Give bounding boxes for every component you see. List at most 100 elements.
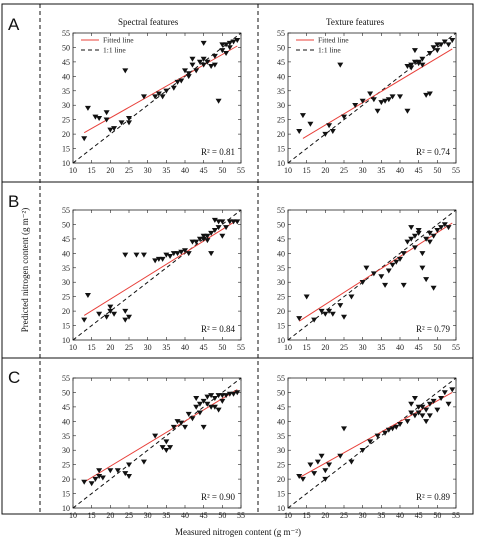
- x-tick-label: 40: [396, 166, 404, 175]
- data-point: [92, 114, 99, 120]
- y-tick-label: 50: [277, 43, 285, 52]
- x-tick-label: 15: [303, 511, 311, 520]
- data-point: [103, 117, 110, 123]
- data-point: [193, 239, 200, 245]
- data-point: [389, 262, 396, 268]
- x-tick-label: 30: [359, 511, 367, 520]
- plot-area: [287, 32, 457, 164]
- x-tick-label: 20: [106, 343, 114, 352]
- data-point: [200, 62, 207, 68]
- column-title-texture: Texture features: [326, 17, 385, 27]
- data-point: [219, 219, 226, 225]
- data-point: [385, 268, 392, 274]
- one-to-one-line: [287, 377, 457, 509]
- data-point: [430, 45, 437, 51]
- data-point: [352, 103, 359, 109]
- data-point: [411, 233, 418, 239]
- data-point: [140, 459, 147, 465]
- data-point: [408, 65, 415, 71]
- r-squared-label: R² = 0.89: [416, 492, 451, 502]
- data-point: [167, 254, 174, 260]
- x-tick-label: 10: [69, 511, 77, 520]
- data-point: [234, 38, 241, 44]
- y-tick-label: 35: [277, 264, 285, 273]
- data-point: [84, 105, 91, 111]
- y-tick-label: 15: [62, 145, 70, 154]
- data-point: [200, 40, 207, 46]
- y-tick-label: 40: [277, 417, 285, 426]
- r-squared-label: R² = 0.81: [201, 147, 235, 157]
- data-point: [223, 42, 230, 48]
- data-point: [423, 236, 430, 242]
- data-point: [426, 413, 433, 419]
- data-point: [111, 311, 118, 317]
- data-point: [322, 311, 329, 317]
- data-point: [359, 280, 366, 286]
- data-point: [111, 126, 118, 132]
- data-point: [234, 390, 241, 396]
- y-tick-label: 15: [277, 322, 285, 331]
- x-tick-label: 50: [433, 166, 441, 175]
- x-tick-label: 30: [359, 343, 367, 352]
- data-point: [322, 476, 329, 482]
- plot-area: [72, 209, 242, 341]
- data-point: [189, 62, 196, 68]
- data-point: [189, 56, 196, 62]
- data-point: [296, 474, 303, 480]
- data-point: [196, 59, 203, 65]
- data-point: [122, 252, 129, 258]
- data-point: [299, 113, 306, 119]
- data-point: [208, 64, 215, 70]
- data-point: [363, 265, 370, 271]
- data-point: [96, 116, 103, 122]
- data-point: [415, 228, 422, 234]
- y-tick-label: 30: [62, 446, 70, 455]
- data-point: [223, 225, 230, 231]
- y-tick-label: 30: [277, 101, 285, 110]
- data-point: [322, 468, 329, 474]
- data-point: [84, 293, 91, 299]
- data-point: [211, 396, 218, 402]
- data-point: [393, 259, 400, 265]
- y-tick-label: 15: [62, 490, 70, 499]
- data-point: [107, 127, 114, 133]
- data-point: [445, 42, 452, 48]
- y-tick-label: 55: [62, 206, 70, 215]
- y-tick-label: 50: [277, 388, 285, 397]
- data-point: [329, 129, 336, 135]
- data-point: [174, 251, 181, 257]
- data-point: [434, 407, 441, 413]
- data-point: [81, 317, 88, 323]
- data-point: [419, 413, 426, 419]
- y-tick-label: 20: [62, 307, 70, 316]
- data-point: [419, 404, 426, 410]
- x-tick-label: 55: [452, 166, 460, 175]
- data-point: [163, 88, 170, 94]
- data-point: [374, 108, 381, 114]
- data-point: [208, 393, 215, 399]
- data-point: [423, 92, 430, 98]
- data-point: [126, 120, 132, 126]
- data-point: [204, 233, 211, 239]
- data-point: [341, 114, 347, 120]
- data-point: [185, 251, 192, 257]
- y-tick-label: 55: [277, 29, 285, 38]
- data-point: [196, 401, 203, 407]
- data-point: [200, 398, 207, 404]
- y-tick-label: 25: [62, 293, 70, 302]
- data-point: [296, 316, 303, 322]
- data-point: [88, 481, 95, 487]
- y-tick-label: 30: [277, 446, 285, 455]
- data-point: [118, 120, 125, 126]
- data-point: [152, 258, 159, 264]
- data-point: [99, 475, 106, 481]
- scatter-panels: 10 15 20 25 30 35 40 45 50 55 10 15 20 25 30 35 40 45 50 55…: [62, 29, 460, 520]
- y-tick-label: 15: [277, 490, 285, 499]
- x-tick-label: 20: [321, 511, 329, 520]
- data-point: [167, 445, 174, 451]
- data-point: [126, 314, 132, 320]
- data-point: [449, 38, 456, 44]
- y-tick-label: 20: [277, 475, 285, 484]
- r-squared-label: R² = 0.74: [416, 147, 451, 157]
- data-point: [419, 56, 426, 62]
